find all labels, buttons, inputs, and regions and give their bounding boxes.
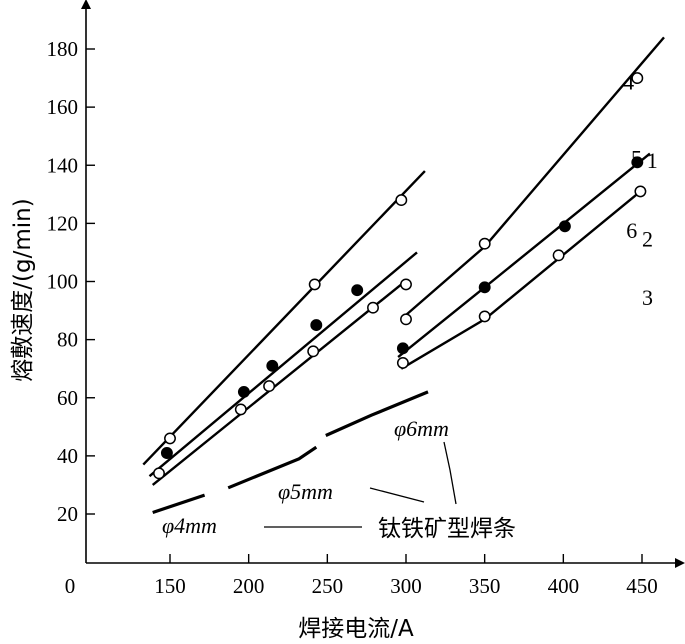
series-3-point-3: [263, 380, 276, 393]
series-3-point-2: [234, 403, 247, 416]
series-2-point-2: [237, 385, 250, 398]
series-label-4: 4: [623, 70, 634, 95]
x-tick-label-400: 400: [548, 574, 580, 598]
leader-line-d5: [369, 487, 425, 503]
series-line-5: [397, 152, 651, 359]
series-line-2: [148, 251, 418, 478]
series-label-2: 2: [642, 227, 653, 252]
series-6-point-1: [396, 356, 409, 369]
y-tick-group: 20 40 60 80 100 120 140 160 180: [47, 37, 95, 526]
series-label-5: 5: [631, 145, 642, 170]
x-tick-group: 150 200 250 300 350 400 450: [154, 554, 658, 598]
series-4-point-2: [478, 237, 491, 250]
series-line-6: [400, 190, 642, 370]
y-tick-label-180: 180: [47, 37, 79, 61]
y-tick-label-80: 80: [57, 328, 78, 352]
series-1-point-1: [164, 432, 176, 445]
y-tick-label-20: 20: [57, 502, 78, 526]
series-5-point-4: [631, 156, 644, 169]
x-tick-label-250: 250: [312, 574, 344, 598]
leader-line-d6: [443, 441, 457, 505]
series-2-point-4: [310, 319, 323, 332]
reference-curve-2-segment-1: [227, 445, 318, 490]
series-line-1: [142, 170, 426, 466]
x-tick-label-200: 200: [233, 574, 265, 598]
annotation-d5: φ5mm: [278, 479, 333, 504]
series-3-point-6: [400, 278, 412, 291]
series-5-point-1: [396, 342, 409, 355]
series-label-1: 1: [647, 148, 658, 173]
y-tick-label-60: 60: [57, 386, 78, 410]
y-tick-label-40: 40: [57, 444, 78, 468]
series-points: [153, 72, 647, 480]
series-3-point-4: [307, 345, 320, 358]
series-2-point-3: [266, 359, 279, 372]
series-5-point-2: [478, 281, 491, 294]
series-5-point-3: [558, 220, 571, 233]
x-tick-label-150: 150: [154, 574, 186, 598]
x-tick-label-300: 300: [390, 574, 422, 598]
series-line-3: [151, 283, 403, 486]
x-tick-label-450: 450: [626, 574, 658, 598]
series-1-point-3: [395, 194, 408, 207]
origin-label: 0: [65, 574, 76, 598]
series-3-point-1: [153, 467, 165, 480]
series-4-point-1: [400, 313, 412, 326]
y-tick-label-160: 160: [47, 95, 79, 119]
annotation-electrode-type: 钛铁矿型焊条: [378, 516, 516, 542]
x-tick-label-350: 350: [469, 574, 501, 598]
leader-lines: [264, 441, 457, 528]
y-axis-title: 熔敷速度/(g/min): [10, 198, 36, 381]
series-labels: 1 2 3 4 5 6: [623, 70, 658, 310]
y-tick-label-140: 140: [47, 153, 79, 177]
series-6-point-4: [634, 185, 647, 198]
y-tick-label-100: 100: [47, 270, 79, 294]
series-3-point-5: [367, 301, 379, 314]
reference-curves: [152, 390, 429, 515]
series-4-point-3: [631, 72, 644, 85]
series-label-6: 6: [626, 218, 637, 243]
x-axis-title: 焊接电流/A: [298, 616, 414, 642]
series-label-3: 3: [642, 285, 653, 310]
annotation-d6: φ6mm: [394, 416, 449, 441]
series-2-point-5: [351, 284, 364, 297]
annotation-d4: φ4mm: [162, 513, 217, 538]
y-tick-label-120: 120: [47, 211, 79, 235]
series-2-point-1: [160, 447, 173, 459]
reference-curve-1-segment-1: [152, 493, 206, 515]
series-1-point-2: [308, 278, 321, 291]
series-6-point-2: [478, 310, 491, 323]
reference-curve-3-segment-1: [325, 390, 429, 437]
series-6-point-3: [552, 249, 565, 262]
